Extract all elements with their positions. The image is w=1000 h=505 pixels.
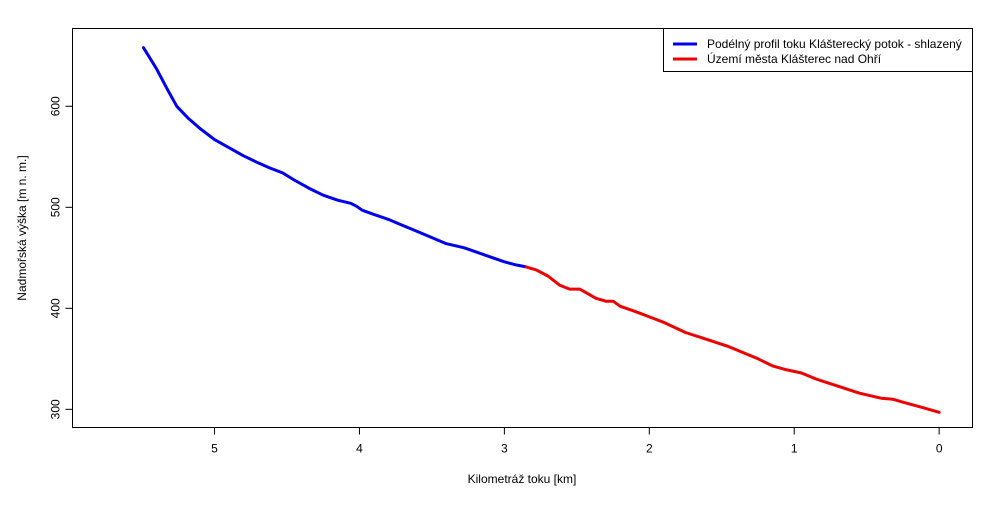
y-axis-title: Nadmořská výška [m n. m.] — [15, 155, 29, 300]
y-axis: 300 400 500 600 — [49, 96, 73, 419]
plot-frame — [72, 28, 973, 428]
y-tick-label-600: 600 — [49, 96, 63, 116]
legend-label-profile: Podélný profil toku Klášterecký potok - … — [707, 37, 962, 51]
x-tick-label-2: 2 — [646, 442, 653, 456]
x-axis-title: Kilometráž toku [km] — [468, 472, 577, 486]
legend-label-town: Území města Klášterec nad Ohří — [707, 51, 882, 66]
x-tick-label-1: 1 — [791, 442, 798, 456]
series-layer — [142, 46, 941, 414]
x-tick-label-4: 4 — [356, 442, 363, 456]
x-tick-label-5: 5 — [211, 442, 218, 456]
legend-box — [663, 28, 973, 72]
y-tick-label-300: 300 — [49, 399, 63, 419]
y-tick-label-500: 500 — [49, 197, 63, 217]
legend: Podélný profil toku Klášterecký potok - … — [663, 28, 973, 72]
series-line-profile — [142, 46, 528, 269]
x-tick-label-0: 0 — [936, 442, 943, 456]
y-tick-label-400: 400 — [49, 298, 63, 318]
series-line-town — [524, 265, 941, 414]
x-tick-label-3: 3 — [501, 442, 508, 456]
x-axis: 5 4 3 2 1 0 — [211, 427, 943, 456]
